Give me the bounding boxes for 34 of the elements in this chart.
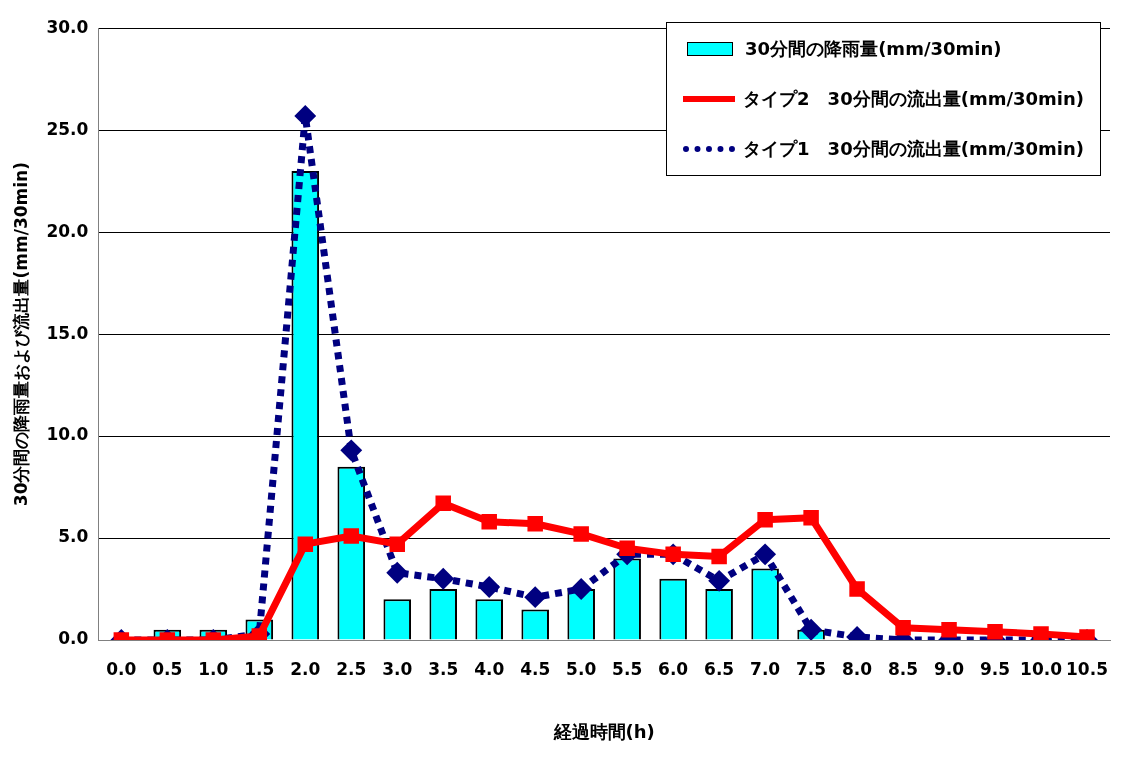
x-tick-label: 5.0	[566, 658, 597, 679]
y-tick-label: 5.0	[58, 526, 89, 547]
x-tick-label: 9.0	[933, 658, 965, 679]
y-tick-label: 0.0	[58, 628, 89, 649]
legend-label: タイプ2 30分間の流出量(mm/30min)	[743, 87, 1084, 111]
legend-label: タイプ1 30分間の流出量(mm/30min)	[743, 137, 1084, 161]
x-tick-label: 8.0	[842, 658, 873, 679]
x-tick-label: 4.5	[520, 658, 551, 679]
x-tick-label: 3.0	[382, 658, 413, 679]
x-tick-label: 8.5	[888, 658, 919, 679]
x-tick-label: 6.5	[704, 658, 735, 679]
x-tick-label: 2.5	[336, 658, 367, 679]
x-tick-label: 1.0	[198, 658, 229, 679]
y-tick-label: 30.0	[46, 16, 89, 37]
x-tick-label: 2.0	[290, 658, 321, 679]
x-tick-label: 0.5	[152, 658, 183, 679]
x-tick-label: 7.5	[796, 658, 827, 679]
legend-label: 30分間の降雨量(mm/30min)	[745, 37, 1002, 61]
y-tick-label: 25.0	[46, 118, 89, 139]
x-tick-label: 6.0	[658, 658, 689, 679]
x-tick-label: 3.5	[428, 658, 459, 679]
x-tick-label: 0.0	[106, 658, 137, 679]
y-tick-label: 20.0	[46, 220, 89, 241]
x-tick-label: 7.0	[750, 658, 781, 679]
x-tick-label: 5.5	[612, 658, 643, 679]
x-tick-label: 10.5	[1066, 658, 1108, 679]
x-tick-label: 4.0	[474, 658, 505, 679]
y-tick-label: 15.0	[46, 322, 89, 343]
x-tick-label: 9.5	[979, 658, 1011, 679]
y-tick-label: 10.0	[46, 424, 89, 445]
x-axis-title: 経過時間(h)	[552, 720, 655, 742]
x-tick-label: 1.5	[244, 658, 275, 679]
x-tick-label: 10.0	[1020, 658, 1063, 679]
y-axis-title: 30分間の降雨量および流出量(mm/30min)	[10, 162, 31, 507]
